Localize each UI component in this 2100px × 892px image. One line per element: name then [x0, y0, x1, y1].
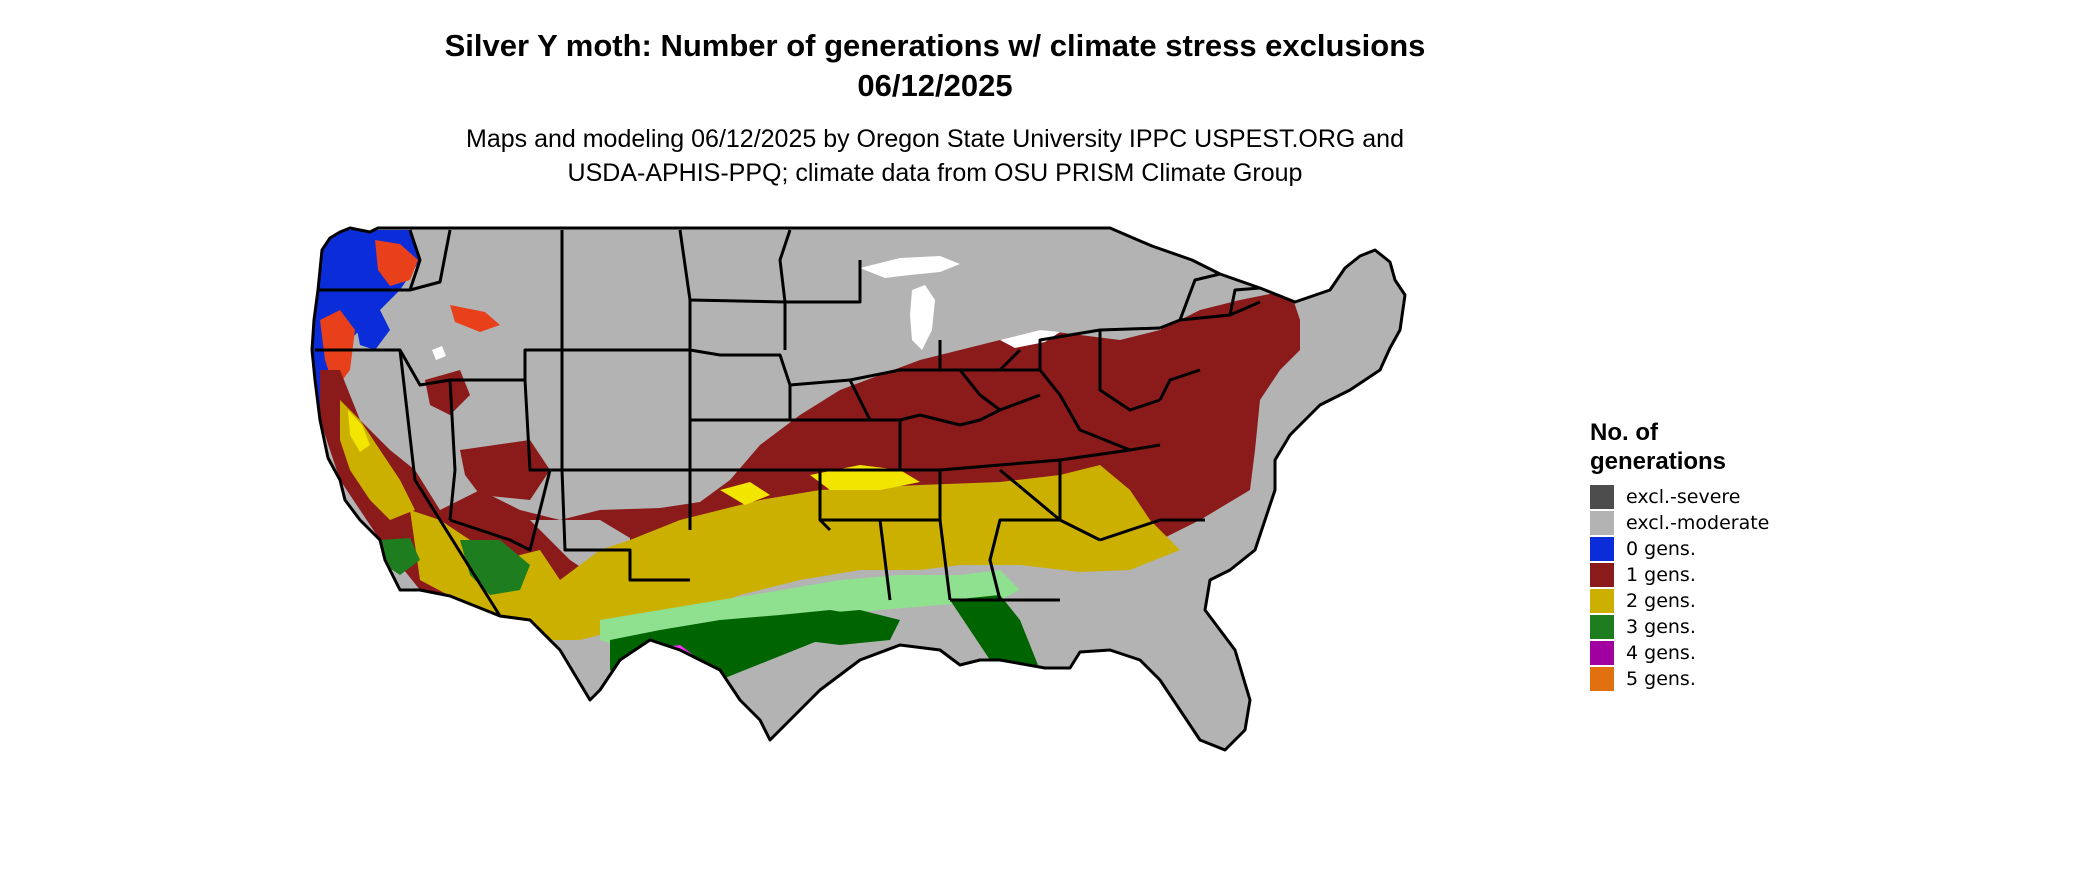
- us-generations-map: [310, 226, 1407, 752]
- legend-label: 5 gens.: [1626, 668, 1696, 690]
- zone-2-gens-arkansas-bright: [720, 482, 770, 505]
- legend-items: excl.-severe excl.-moderate 0 gens. 1 gens.…: [1590, 484, 1769, 692]
- legend-item: 2 gens.: [1590, 588, 1769, 614]
- legend-label: 4 gens.: [1626, 642, 1696, 664]
- legend-item: 5 gens.: [1590, 666, 1769, 692]
- lake-michigan: [910, 285, 935, 350]
- zone-1-gens-colorado-plateau: [460, 440, 550, 500]
- legend-label: 0 gens.: [1626, 538, 1696, 560]
- map-subtitle-line1: Maps and modeling 06/12/2025 by Oregon S…: [466, 125, 1404, 153]
- zone-0-gens-oregon-interior: [355, 310, 390, 350]
- legend-label: 1 gens.: [1626, 564, 1696, 586]
- legend-title: No. of generations: [1590, 418, 1769, 476]
- great-salt-lake: [432, 346, 446, 360]
- legend-label: excl.-severe: [1626, 486, 1741, 508]
- lake-superior: [860, 256, 960, 278]
- legend-item: excl.-moderate: [1590, 510, 1769, 536]
- legend-label: 2 gens.: [1626, 590, 1696, 612]
- legend-swatch: [1590, 641, 1614, 665]
- lake-erie: [1000, 330, 1060, 348]
- map-date: 06/12/2025: [857, 68, 1013, 103]
- zone-2-gens-southern-band: [410, 465, 1180, 640]
- legend-item: excl.-severe: [1590, 484, 1769, 510]
- legend-swatch: [1590, 615, 1614, 639]
- zone-1-gens-washington-cascades: [375, 240, 418, 286]
- legend: No. of generations excl.-severe excl.-mod…: [1590, 418, 1769, 692]
- legend-swatch: [1590, 537, 1614, 561]
- legend-item: 3 gens.: [1590, 614, 1769, 640]
- legend-item: 4 gens.: [1590, 640, 1769, 666]
- zone-4-gens-south-florida: [990, 680, 1040, 745]
- legend-label: excl.-moderate: [1626, 512, 1770, 534]
- zone-2-gens-california-valley-bright: [348, 410, 370, 452]
- legend-swatch: [1590, 667, 1614, 691]
- legend-title-line2: generations: [1590, 448, 1727, 475]
- zone-1-gens-idaho: [450, 305, 500, 332]
- legend-swatch: [1590, 485, 1614, 509]
- legend-title-line1: No. of: [1590, 419, 1658, 446]
- map-title: Silver Y moth: Number of generations w/ …: [444, 28, 1426, 63]
- state-borders: [310, 226, 1407, 752]
- legend-swatch: [1590, 563, 1614, 587]
- map-subtitle-line2: USDA-APHIS-PPQ; climate data from OSU PR…: [567, 159, 1303, 187]
- legend-label: 3 gens.: [1626, 616, 1696, 638]
- legend-item: 0 gens.: [1590, 536, 1769, 562]
- legend-swatch: [1590, 511, 1614, 535]
- legend-item: 1 gens.: [1590, 562, 1769, 588]
- zone-3-gens-socal: [380, 538, 420, 575]
- zone-4-gens-south-florida-bright: [988, 670, 1012, 702]
- legend-swatch: [1590, 589, 1614, 613]
- zone-3-gens-louisiana: [800, 610, 900, 645]
